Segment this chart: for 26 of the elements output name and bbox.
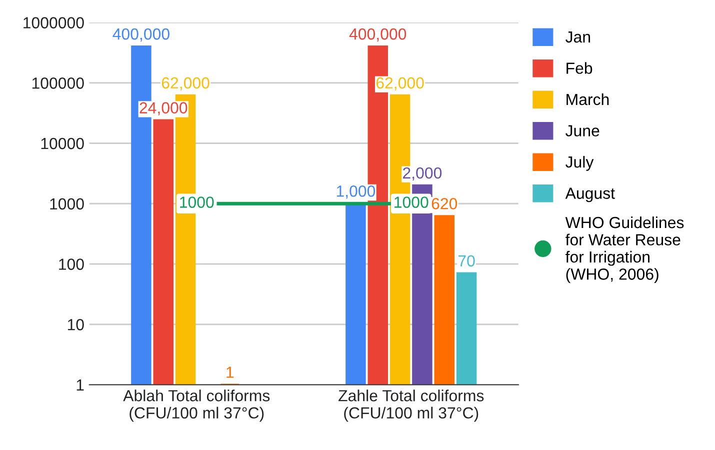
- data-label: 70: [458, 255, 475, 267]
- y-tick-label: 1: [76, 380, 84, 391]
- data-label: 2,000: [403, 167, 442, 181]
- y-tick-label: 100: [59, 258, 84, 270]
- legend-label: August: [565, 188, 615, 202]
- data-label: 24,000: [140, 102, 188, 116]
- data-label: 1: [226, 366, 234, 378]
- data-label: 620: [432, 198, 458, 210]
- data-label: 1,000: [336, 185, 376, 199]
- y-tick-label: 10: [68, 319, 84, 330]
- x-tick-label: Ablah Total coliforms (CFU/100 ml 37°C): [123, 390, 270, 422]
- legend-label: WHO Guidelines for Water Reuse for Irrigation (WHO, 2006): [565, 216, 684, 283]
- y-tick-label: 10000: [41, 138, 84, 150]
- data-label: 62,000: [376, 77, 424, 90]
- y-tick-label: 1000: [50, 198, 84, 210]
- y-tick-label: 1000000: [24, 17, 84, 28]
- legend-label: June: [566, 125, 600, 136]
- legend-label: July: [566, 156, 594, 171]
- legend-label: March: [566, 93, 609, 106]
- data-label: 62,000: [162, 77, 210, 90]
- legend-label: Feb: [566, 62, 592, 74]
- y-tick-label: 100000: [32, 78, 84, 89]
- legend-label: Jan: [566, 31, 590, 43]
- data-label: 400,000: [112, 28, 170, 42]
- data-label: 400,000: [349, 28, 406, 42]
- x-tick-label: Zahle Total coliforms (CFU/100 ml 37°C): [338, 390, 484, 422]
